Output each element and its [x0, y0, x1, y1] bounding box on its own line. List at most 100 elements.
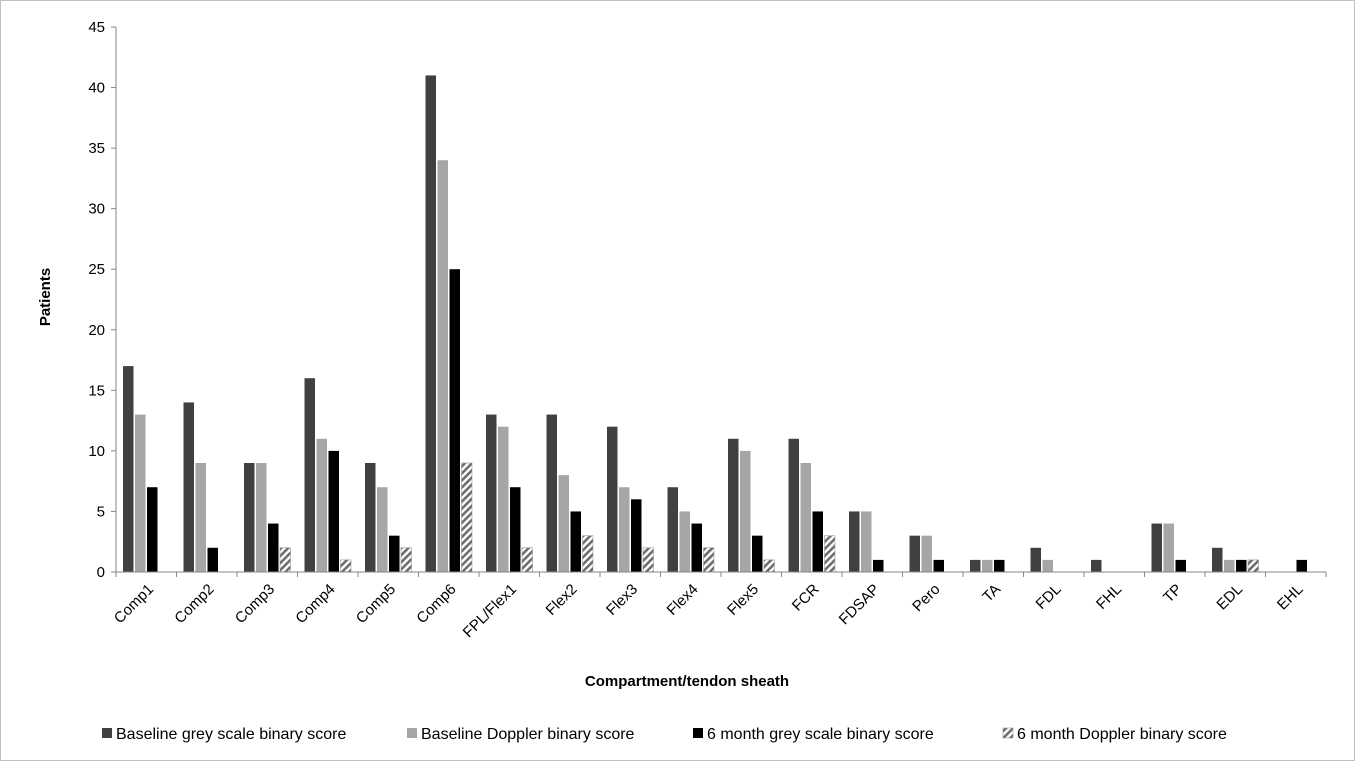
- bar-1-9: [679, 511, 690, 572]
- x-tick-label: EDL: [1213, 581, 1246, 614]
- x-axis-title: Compartment/tendon sheath: [585, 673, 789, 690]
- legend-swatch-1: [407, 728, 417, 738]
- bar-3-7: [582, 535, 594, 573]
- bar-0-0: [123, 366, 134, 572]
- bar-0-17: [1151, 523, 1162, 572]
- bar-1-13: [921, 535, 932, 572]
- x-tick-label: FDL: [1033, 581, 1065, 613]
- y-tick-label: 5: [97, 503, 105, 520]
- bar-1-12: [861, 511, 872, 572]
- bar-2-9: [691, 523, 702, 572]
- y-tick-label: 35: [88, 140, 105, 157]
- legend-swatch-3: [1002, 727, 1014, 739]
- bar-1-14: [982, 559, 993, 572]
- y-tick-label: 10: [88, 443, 105, 460]
- legend-label-2: 6 month grey scale binary score: [707, 726, 934, 743]
- legend-label-1: Baseline Doppler binary score: [421, 726, 635, 743]
- x-tick-label: Comp4: [292, 581, 338, 627]
- bar-0-3: [304, 378, 315, 572]
- bar-3-5: [461, 462, 473, 573]
- bar-0-9: [667, 487, 678, 572]
- bar-0-11: [788, 438, 799, 572]
- bar-2-18: [1236, 559, 1247, 572]
- x-tick-label: Flex3: [603, 581, 641, 619]
- x-tick-label: EHL: [1274, 581, 1307, 614]
- bar-2-2: [268, 523, 279, 572]
- x-tick-label: Flex4: [664, 581, 702, 619]
- bar-2-10: [752, 535, 763, 572]
- bar-1-1: [195, 463, 206, 572]
- bar-3-2: [279, 547, 291, 573]
- bar-3-3: [340, 559, 352, 573]
- y-tick-label: 30: [88, 201, 105, 218]
- bar-1-17: [1163, 523, 1174, 572]
- bar-1-8: [619, 487, 630, 572]
- bar-0-2: [244, 463, 255, 572]
- bar-2-17: [1175, 559, 1186, 572]
- bar-1-6: [498, 426, 509, 572]
- x-tick-label: FPL/Flex1: [460, 581, 520, 641]
- bar-2-3: [328, 450, 339, 572]
- bar-2-19: [1296, 559, 1307, 572]
- bar-0-15: [1030, 547, 1041, 572]
- x-tick-label: Flex5: [724, 581, 762, 619]
- bar-0-4: [365, 463, 376, 572]
- bar-2-8: [631, 499, 642, 572]
- y-tick-label: 40: [88, 80, 105, 97]
- bar-1-4: [377, 487, 388, 572]
- bar-2-11: [812, 511, 823, 572]
- x-tick-label: TA: [979, 581, 1004, 606]
- bar-3-4: [400, 547, 412, 573]
- bar-1-7: [558, 475, 569, 572]
- y-tick-label: 0: [97, 564, 105, 581]
- x-tick-label: Comp6: [413, 581, 459, 627]
- x-tick-label: Comp5: [353, 581, 399, 627]
- x-tick-label: FCR: [789, 581, 823, 615]
- bar-0-14: [970, 559, 981, 572]
- x-tick-label: Pero: [909, 581, 943, 615]
- bar-0-1: [183, 402, 194, 572]
- bar-1-18: [1224, 559, 1235, 572]
- x-tick-label: Comp3: [232, 581, 278, 627]
- legend-label-3: 6 month Doppler binary score: [1017, 726, 1227, 743]
- bar-2-14: [994, 559, 1005, 572]
- bar-1-5: [437, 160, 448, 572]
- bar-2-6: [510, 487, 521, 572]
- bar-0-10: [728, 438, 739, 572]
- bar-2-12: [873, 559, 884, 572]
- bar-2-7: [570, 511, 581, 572]
- bar-1-3: [316, 438, 327, 572]
- bar-2-0: [147, 487, 158, 572]
- x-tick-label: Flex2: [543, 581, 581, 619]
- bar-0-5: [425, 75, 436, 572]
- bar-3-8: [642, 547, 654, 573]
- x-tick-label: Comp2: [171, 581, 217, 627]
- bar-0-12: [849, 511, 860, 572]
- x-tick-label: FDSAP: [836, 581, 883, 628]
- legend-swatch-0: [102, 728, 112, 738]
- bar-0-7: [546, 414, 557, 572]
- bar-3-11: [824, 535, 836, 573]
- x-tick-label: FHL: [1093, 581, 1125, 613]
- bar-1-15: [1042, 559, 1053, 572]
- bar-2-5: [449, 269, 460, 572]
- bar-3-10: [763, 559, 775, 573]
- bar-2-13: [933, 559, 944, 572]
- bar-2-1: [207, 547, 218, 572]
- y-tick-label: 15: [88, 382, 105, 399]
- bar-0-8: [607, 426, 618, 572]
- bar-3-18: [1247, 559, 1259, 573]
- bar-3-9: [703, 547, 715, 573]
- bar-0-16: [1091, 559, 1102, 572]
- bar-1-11: [800, 463, 811, 572]
- y-tick-label: 45: [88, 19, 105, 36]
- bar-0-13: [909, 535, 920, 572]
- bar-1-10: [740, 450, 751, 572]
- x-tick-label: Comp1: [111, 581, 157, 627]
- bar-0-18: [1212, 547, 1223, 572]
- legend: Baseline grey scale binary score Baseline…: [102, 726, 1227, 743]
- bar-0-6: [486, 414, 497, 572]
- bar-3-6: [521, 547, 533, 573]
